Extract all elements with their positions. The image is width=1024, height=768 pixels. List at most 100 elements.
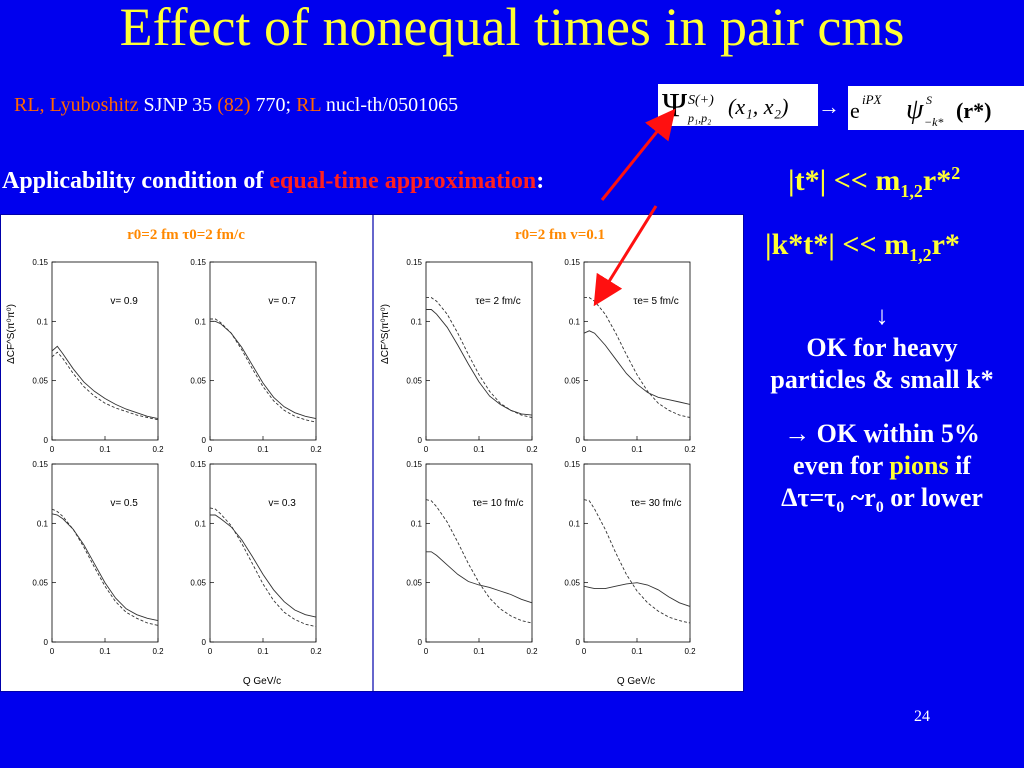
y-axis-label: ΔCF^S(π⁰π⁰)	[380, 304, 391, 364]
panel-label: v= 0.7	[268, 296, 296, 307]
right-line5-a: Δτ=τ	[781, 483, 837, 512]
cond1-sup: 2	[951, 163, 961, 183]
y-tick-label: 0	[418, 638, 423, 647]
svg-text:iPX: iPX	[862, 92, 883, 107]
panel-label: v= 0.3	[268, 498, 296, 509]
panel-label: τe= 10 fm/c	[473, 498, 524, 509]
panel-label: τe= 2 fm/c	[475, 296, 520, 307]
cond1-main: |t*| << m	[788, 164, 901, 197]
right-line2: particles & small k*	[770, 365, 994, 394]
svg-text:S(+): S(+)	[688, 93, 714, 108]
x-tick-label: 0.2	[526, 445, 538, 454]
right-line4-a: even for	[793, 451, 890, 480]
panel-label: τe= 30 fm/c	[631, 498, 682, 509]
cond2-main: |k*t*| << m	[765, 228, 910, 261]
y-tick-label: 0	[202, 638, 207, 647]
right-line5-b: ~r	[844, 483, 876, 512]
svg-text:(x₁, x₂): (x₁, x₂)	[728, 94, 788, 119]
x-tick-label: 0	[424, 445, 429, 454]
svg-text:e: e	[850, 98, 860, 123]
x-tick-label: 0.2	[684, 647, 696, 656]
figure-title: r0=2 fm τ0=2 fm/c	[127, 227, 245, 243]
series-line-solid	[583, 330, 691, 405]
ref-pages: 770;	[250, 94, 297, 116]
x-tick-label: 0	[208, 647, 213, 656]
panel-label: τe= 5 fm/c	[633, 296, 678, 307]
ref-authors: RL, Lyuboshitz	[14, 94, 139, 116]
y-tick-label: 0.05	[406, 377, 422, 386]
right-line5-sub2: 0	[875, 499, 884, 517]
right-line5-sub1: 0	[836, 499, 845, 517]
series-line-dashed	[51, 508, 159, 626]
y-tick-label: 0	[418, 436, 423, 445]
y-tick-label: 0.1	[37, 317, 49, 326]
y-tick-label: 0.05	[406, 579, 422, 588]
reference-line: RL, Lyuboshitz SJNP 35 (82) 770; RL nucl…	[14, 94, 458, 117]
formula-psi-graphic: Ψ S(+) p₁,p₂ (x₁, x₂)	[662, 87, 788, 125]
pointer-arrow-to-formula	[600, 108, 676, 201]
y-tick-label: 0.15	[406, 258, 422, 267]
y-tick-label: 0.15	[190, 258, 206, 267]
x-tick-label: 0.1	[99, 445, 111, 454]
series-line-solid	[426, 551, 533, 604]
y-tick-label: 0.15	[190, 460, 206, 469]
y-tick-label: 0	[44, 638, 49, 647]
down-arrow: ↓	[875, 301, 889, 330]
x-tick-label: 0.2	[152, 647, 164, 656]
svg-text:p₁,p₂: p₁,p₂	[687, 111, 711, 125]
y-tick-label: 0.1	[195, 519, 207, 528]
y-tick-label: 0	[202, 436, 207, 445]
cond2-sub: 1,2	[909, 245, 932, 265]
y-tick-label: 0.1	[569, 317, 581, 326]
slide-title: Effect of nonequal times in pair cms	[119, 0, 905, 57]
x-tick-label: 0	[582, 647, 587, 656]
y-tick-label: 0.1	[411, 317, 423, 326]
y-tick-label: 0.05	[190, 377, 206, 386]
series-line-solid	[583, 582, 691, 607]
series-line-solid	[51, 345, 159, 420]
series-line-solid	[210, 320, 317, 420]
x-tick-label: 0	[424, 647, 429, 656]
y-tick-label: 0.05	[32, 377, 48, 386]
panel-label: v= 0.5	[110, 498, 138, 509]
svg-text:−k*: −k*	[924, 115, 943, 129]
applicability-colon: :	[536, 168, 545, 194]
svg-text:ψ: ψ	[906, 94, 924, 125]
cond2-tail: r*	[931, 228, 960, 261]
formula-psi-image: Ψ S(+) p₁,p₂ (x₁, x₂)	[658, 84, 818, 126]
x-tick-label: 0.1	[631, 445, 643, 454]
x-tick-label: 0.1	[99, 647, 111, 656]
x-tick-label: 0.2	[684, 445, 696, 454]
y-axis-label: ΔCF^S(π⁰π⁰)	[6, 304, 17, 364]
x-axis-label: Q GeV/c	[617, 676, 655, 687]
figure-title: r0=2 fm v=0.1	[515, 227, 605, 243]
right-line4-c: if	[948, 451, 971, 480]
cond1-tail: r*	[922, 164, 952, 197]
panel-label: v= 0.9	[110, 296, 138, 307]
y-tick-label: 0.1	[411, 519, 423, 528]
series-line-solid	[210, 514, 317, 618]
y-tick-label: 0	[44, 436, 49, 445]
series-line-solid	[51, 513, 159, 622]
applicability-line: Applicability condition of equal-time ap…	[2, 168, 544, 195]
right-line5-c: or lower	[883, 483, 983, 512]
x-tick-label: 0	[50, 445, 55, 454]
ref-preprint: nucl-th/0501065	[320, 94, 459, 116]
y-tick-label: 0.05	[564, 377, 580, 386]
series-line-dashed	[426, 297, 533, 418]
y-tick-label: 0.05	[564, 579, 580, 588]
formula-exp-image: e iPX ψ S −k* (r*)	[848, 86, 1024, 130]
right-column: ↓ OK for heavy particles & small k* → OK…	[740, 300, 1024, 524]
x-tick-label: 0.1	[473, 445, 485, 454]
x-tick-label: 0.1	[473, 647, 485, 656]
y-tick-label: 0.15	[406, 460, 422, 469]
y-tick-label: 0	[576, 638, 581, 647]
y-tick-label: 0.1	[37, 519, 49, 528]
x-tick-label: 0.1	[257, 445, 269, 454]
page-number: 24	[914, 708, 930, 725]
x-tick-label: 0.2	[310, 445, 322, 454]
x-axis-label: Q GeV/c	[243, 676, 281, 687]
y-tick-label: 0.15	[564, 460, 580, 469]
y-tick-label: 0.05	[190, 579, 206, 588]
